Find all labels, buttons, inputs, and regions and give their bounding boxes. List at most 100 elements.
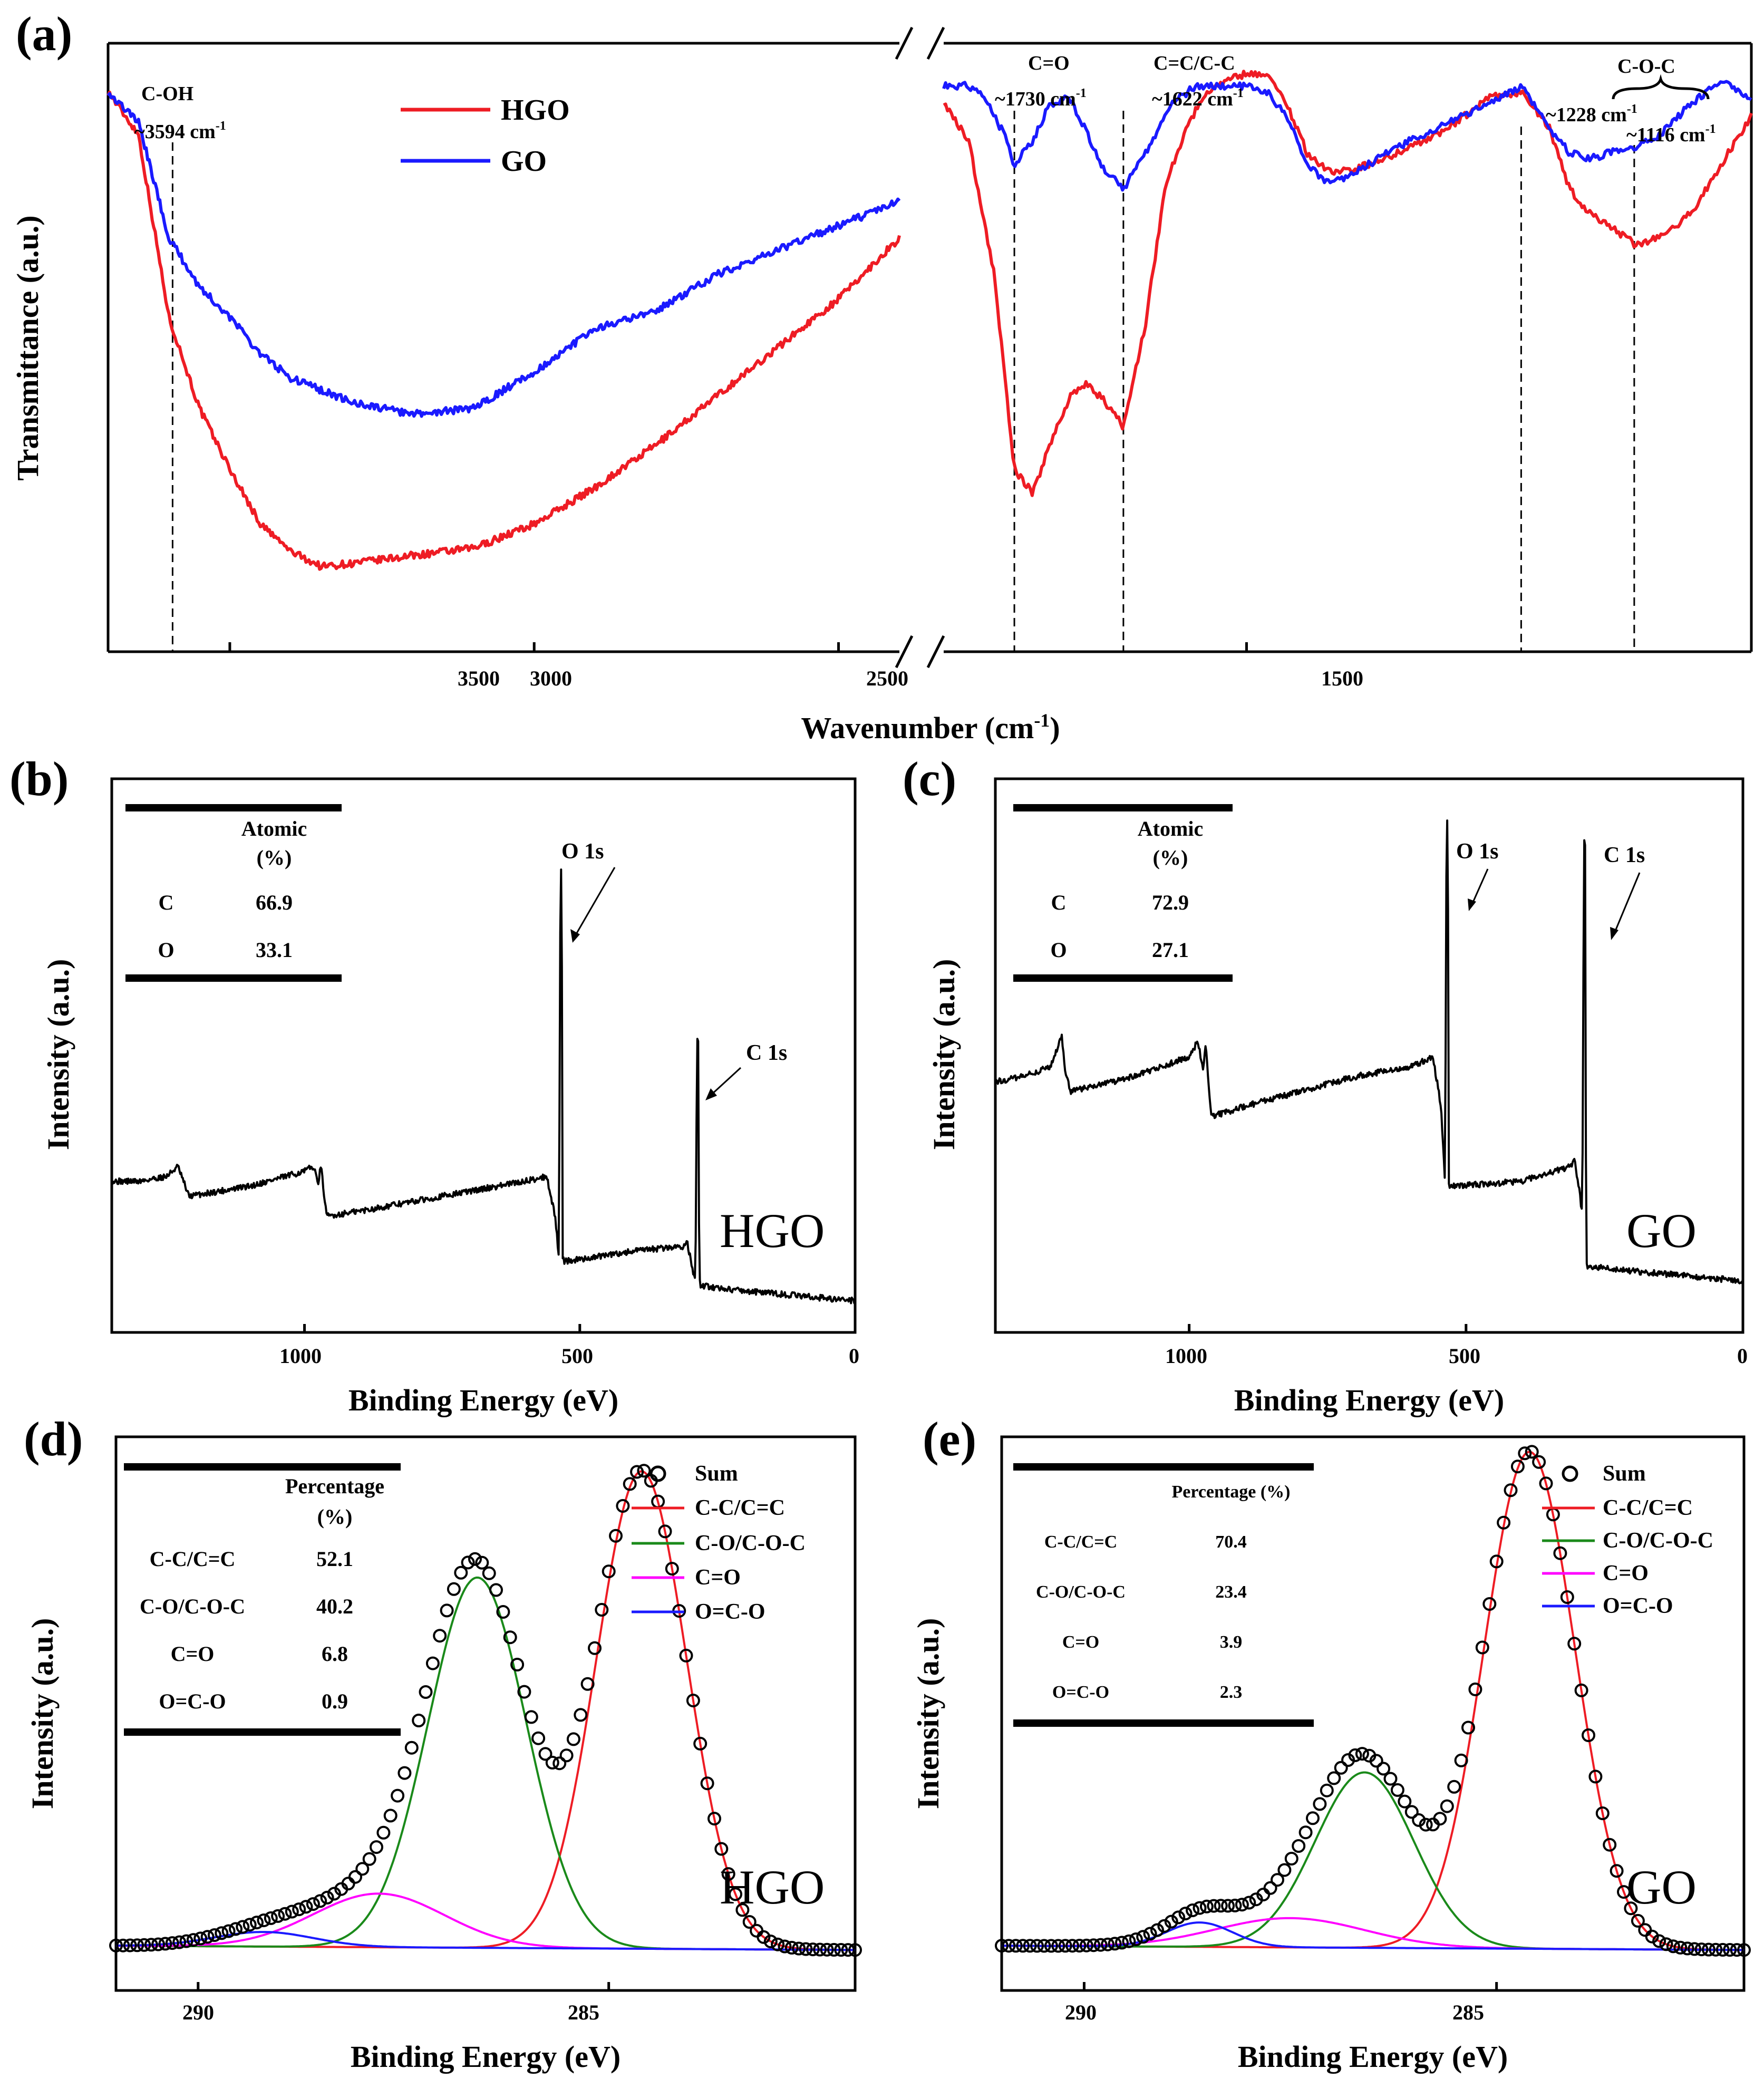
sum-point <box>729 1887 742 1901</box>
peak-b-o1s-label: O 1s <box>561 839 604 864</box>
sum-point <box>1030 1939 1044 1953</box>
sum-point <box>665 1562 679 1576</box>
sum-point <box>588 1641 602 1655</box>
table-e-row4-label: O=C-O <box>1052 1683 1109 1702</box>
sum-point <box>1631 1913 1645 1928</box>
sum-point <box>1567 1637 1582 1651</box>
sum-point <box>827 1942 841 1957</box>
legend-hgo-label: HGO <box>501 94 570 127</box>
sum-point <box>116 1938 130 1952</box>
sum-point <box>299 1900 313 1914</box>
sum-point <box>1497 1515 1511 1530</box>
table-b-row-o-value: 33.1 <box>256 938 293 962</box>
sum-point <box>799 1942 813 1956</box>
sum-point <box>123 1938 137 1952</box>
sum-point <box>792 1941 806 1956</box>
sum-point <box>531 1731 546 1745</box>
sum-point <box>778 1939 792 1954</box>
sum-point <box>1115 1936 1129 1950</box>
sum-point <box>686 1694 700 1708</box>
sum-point <box>700 1776 714 1791</box>
panel-e-legend: Sum C-C/C=C C-O/C-O-C C=O O=C-O <box>1542 1462 1713 1618</box>
annotation-cc-label: C=C/C-C <box>1154 52 1235 74</box>
annotation-coh-label: C-OH <box>141 83 193 105</box>
legend-d-co-label: C-O/C-O-C <box>695 1531 806 1555</box>
sum-point <box>313 1894 327 1908</box>
sum-point <box>1214 1899 1228 1913</box>
sum-point <box>538 1747 553 1761</box>
sum-point <box>1560 1590 1574 1604</box>
peak-b-o1s-arrow <box>573 867 616 939</box>
table-d-header-unit: (%) <box>317 1505 353 1529</box>
sum-point <box>1306 1811 1320 1825</box>
sum-point <box>1072 1939 1087 1952</box>
series-hgo-segment-2 <box>943 70 1753 497</box>
tick-label-d-285: 285 <box>568 2000 599 2024</box>
sum-point <box>1221 1899 1235 1913</box>
sum-point <box>1504 1483 1518 1497</box>
table-e-row4-value: 2.3 <box>1220 1683 1243 1702</box>
table-e-row3-label: C=O <box>1062 1632 1099 1652</box>
sum-point <box>1461 1720 1475 1735</box>
sum-point <box>158 1937 172 1951</box>
sum-point <box>1723 1943 1737 1957</box>
sum-point <box>447 1582 461 1596</box>
sum-point <box>144 1938 158 1952</box>
sum-point <box>1327 1771 1341 1785</box>
panel-d-ticks <box>197 1982 610 1990</box>
peak-b-c1s-label: C 1s <box>746 1041 787 1065</box>
sum-point <box>1440 1799 1454 1813</box>
sum-point <box>271 1909 285 1923</box>
panel-d: (d) 290 285 Binding Energy (eV) Intensit… <box>24 1412 862 2074</box>
legend-d-cc-label: C-C/C=C <box>695 1496 785 1520</box>
sum-point <box>714 1842 729 1856</box>
sum-point <box>250 1916 264 1930</box>
panel-c-sample-label: GO <box>1626 1204 1697 1258</box>
sum-point <box>566 1732 580 1746</box>
sum-point <box>236 1920 250 1934</box>
sum-point <box>264 1911 278 1925</box>
sum-point <box>995 1939 1009 1953</box>
panel-b-y-axis-title: Intensity (a.u.) <box>41 959 75 1151</box>
sum-point <box>1369 1754 1383 1768</box>
peak-b-o1s-arrowhead <box>570 929 580 943</box>
table-b-header: Atomic <box>241 817 307 840</box>
sum-point <box>355 1862 370 1876</box>
panel-d-table: Percentage (%) C-C/C=C 52.1 C-O/C-O-C 40… <box>124 1463 401 1736</box>
ftir-x-axis-title: Wavenumber (cm-1) <box>801 710 1060 745</box>
table-e-row3-value: 3.9 <box>1220 1632 1243 1652</box>
sum-point <box>721 1867 735 1881</box>
sum-point <box>553 1756 567 1771</box>
table-b-row-o-label: O <box>158 938 174 962</box>
sum-point <box>1235 1898 1249 1912</box>
sum-point <box>1150 1923 1164 1937</box>
table-c-row-c-value: 72.9 <box>1152 891 1189 914</box>
sum-point <box>1419 1818 1433 1832</box>
panel-b-frame <box>110 777 857 1334</box>
sum-point <box>1532 1455 1546 1469</box>
panel-c-ticks <box>1188 1324 1744 1332</box>
sum-point <box>1136 1930 1150 1944</box>
panel-e-letter: (e) <box>923 1412 976 1466</box>
tick-label-d-290: 290 <box>182 2000 214 2024</box>
peak-b-c1s-arrow <box>708 1067 742 1098</box>
panel-e-curves <box>995 1445 1751 1957</box>
sum-point <box>1377 1762 1391 1776</box>
sum-point <box>1404 1805 1419 1819</box>
sum-point <box>489 1583 503 1597</box>
tick-label-1500: 1500 <box>1321 666 1363 690</box>
sum-point <box>1313 1797 1327 1811</box>
tick-label-b-500: 500 <box>561 1344 593 1368</box>
panel-d-sample-label: HGO <box>720 1860 825 1914</box>
sum-point <box>320 1890 334 1905</box>
table-d-row4-label: O=C-O <box>159 1689 226 1713</box>
sum-point <box>207 1928 221 1942</box>
sum-point <box>1680 1941 1694 1956</box>
sum-point <box>440 1603 454 1618</box>
panel-a-curves <box>106 70 1753 571</box>
sum-point <box>165 1936 179 1950</box>
sum-point <box>1164 1915 1178 1929</box>
sum-point <box>1624 1901 1638 1916</box>
sum-point <box>1044 1939 1058 1953</box>
sum-point <box>1016 1939 1030 1953</box>
